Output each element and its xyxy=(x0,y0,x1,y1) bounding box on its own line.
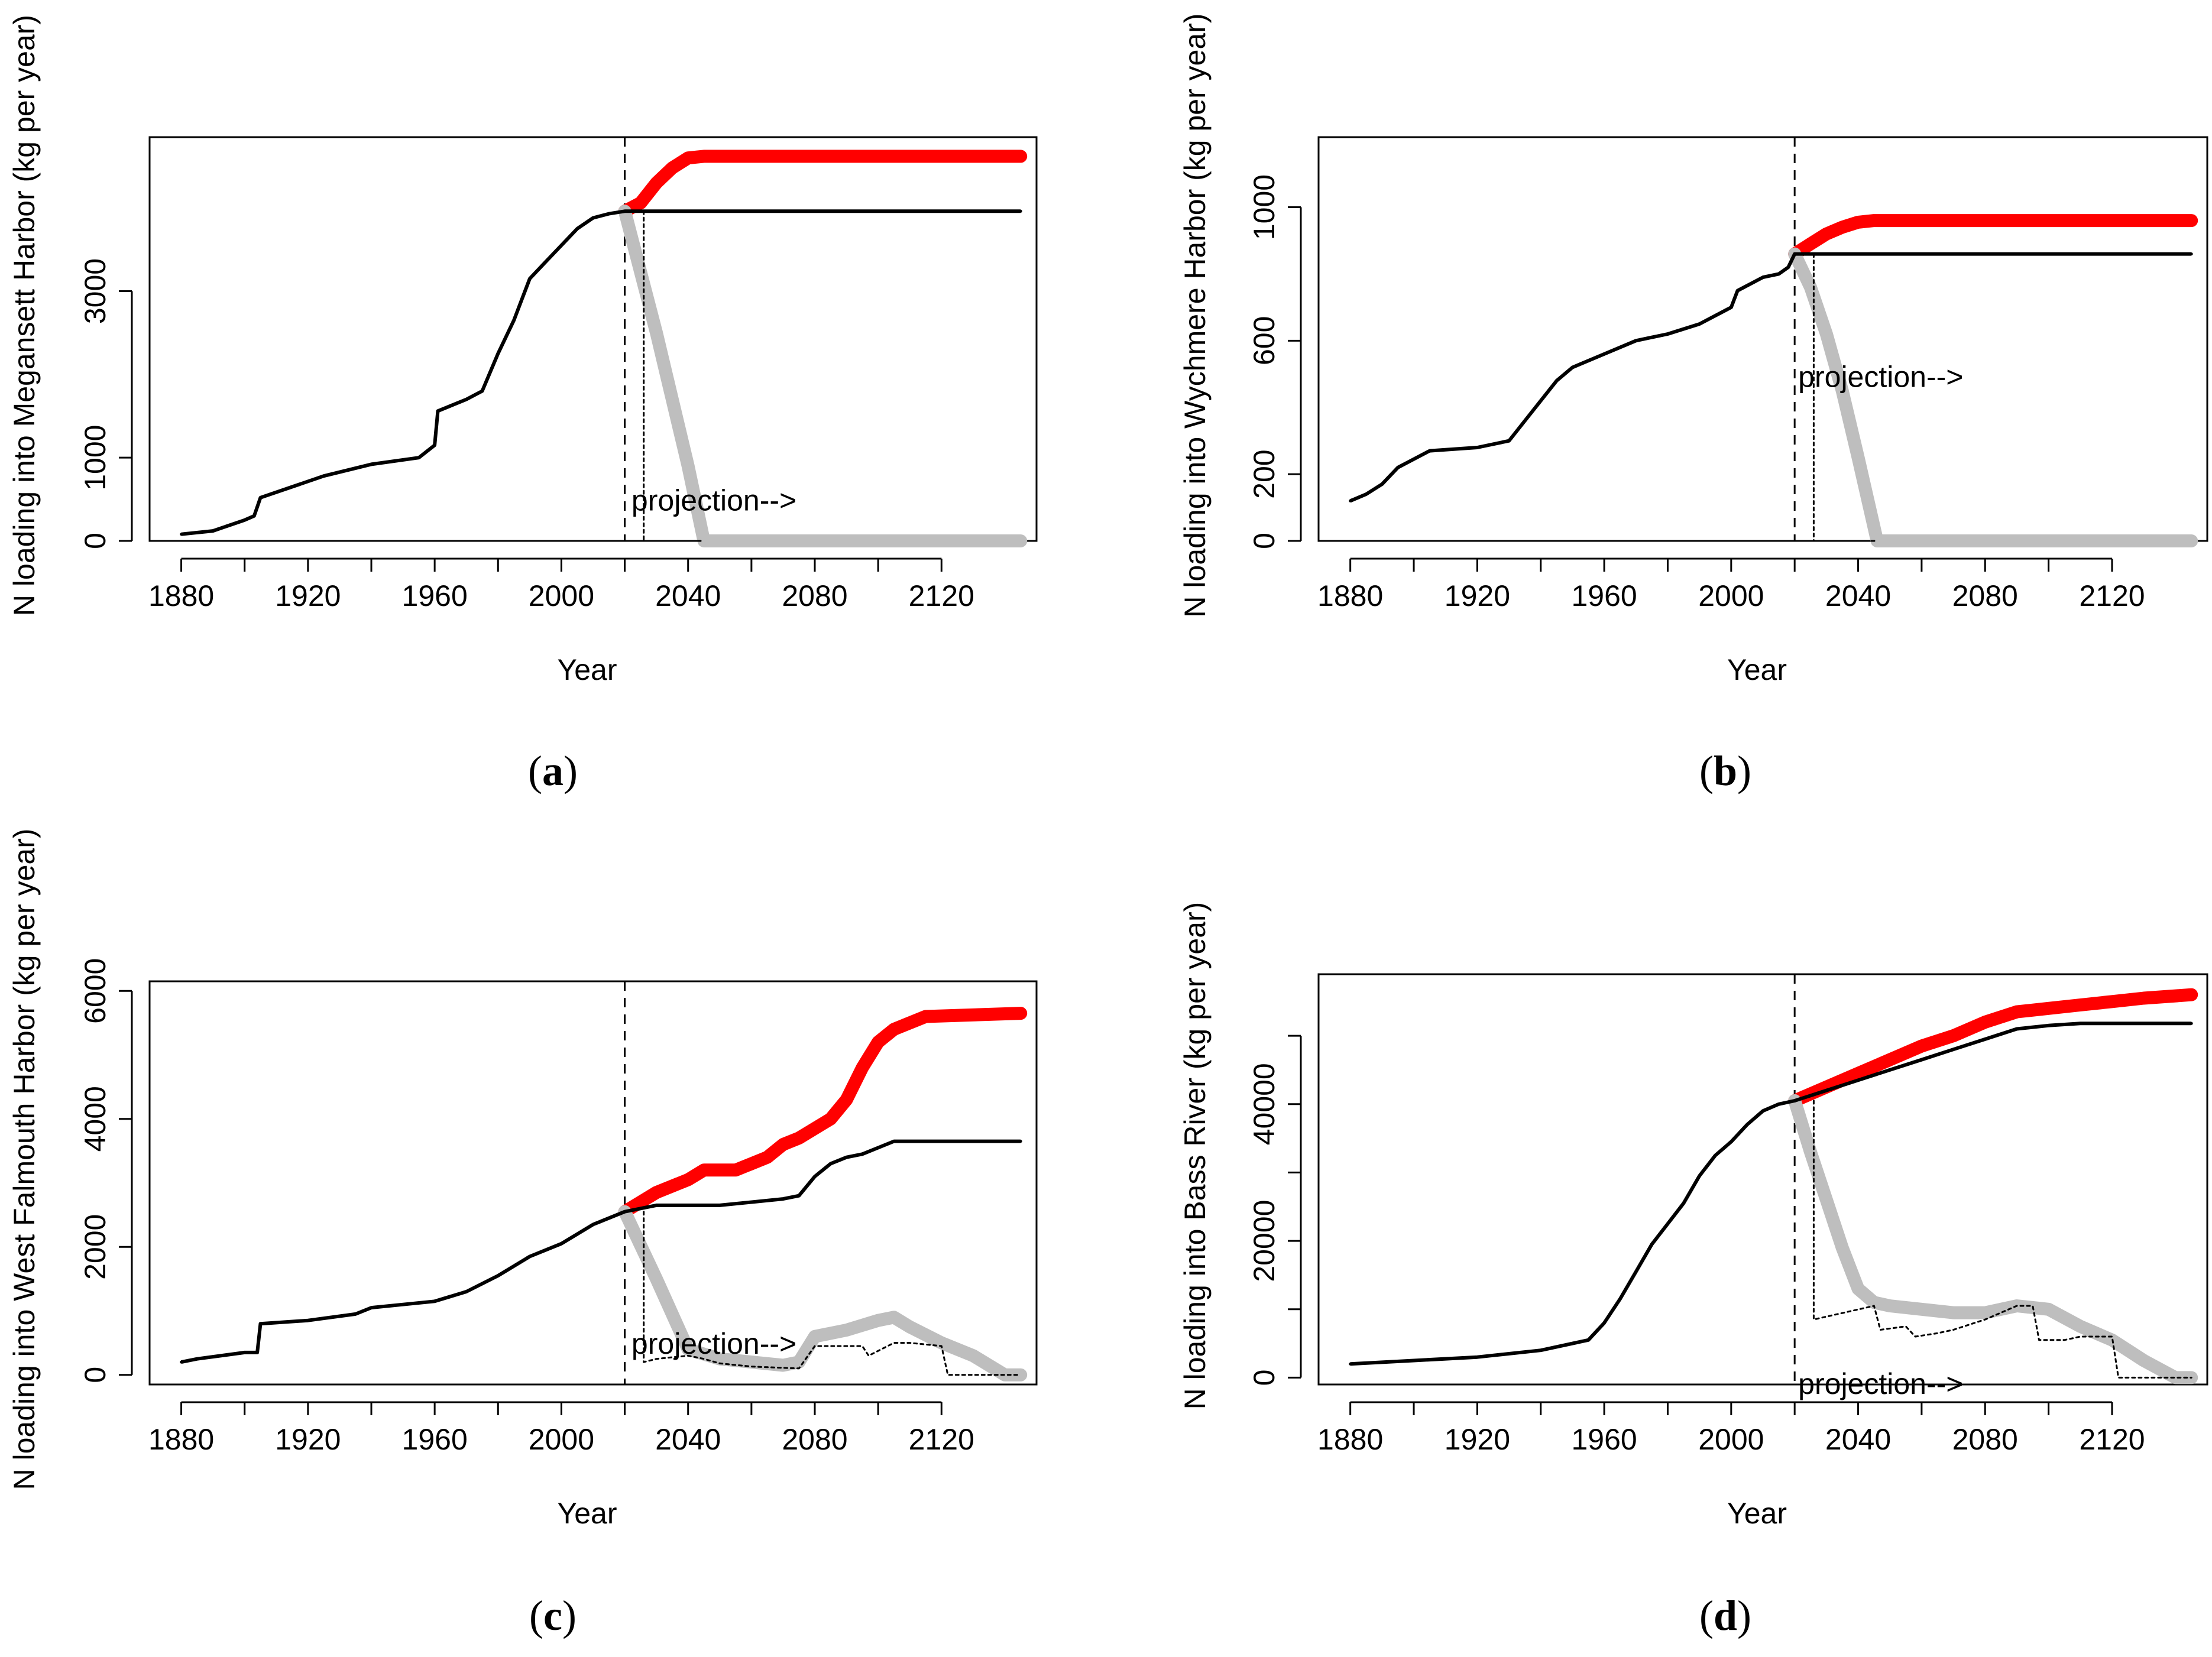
panel-label-open-paren: ( xyxy=(1699,1592,1714,1639)
y-tick-label: 40000 xyxy=(1248,1063,1281,1145)
panel-label-open-paren: ( xyxy=(528,747,542,795)
dotted-scenario-line xyxy=(1812,253,1879,542)
panel-label-close-paren: ) xyxy=(1737,1592,1751,1639)
x-tick-label: 2080 xyxy=(782,1423,847,1456)
upper-projection-band xyxy=(618,1007,1028,1218)
x-tick-label: 2000 xyxy=(529,1423,594,1456)
historical-line-overlay xyxy=(1349,252,2192,503)
x-tick-label: 2120 xyxy=(909,579,974,612)
panel-label-open-paren: ( xyxy=(1699,747,1714,795)
upper-projection-band xyxy=(1788,988,2198,1107)
y-axis-title: N loading into Bass River (kg per year) xyxy=(1178,902,1212,1410)
y-tick-label: 0 xyxy=(1248,1370,1281,1386)
x-tick-label: 2000 xyxy=(1698,1423,1764,1456)
panel-label-close-paren: ) xyxy=(563,747,578,795)
projection-annotation: projection--> xyxy=(1798,360,1963,393)
x-tick-label: 2040 xyxy=(1825,579,1891,612)
x-tick-label: 1920 xyxy=(1445,579,1510,612)
historical-line xyxy=(180,209,1022,536)
dotted-scenario-line xyxy=(643,210,705,542)
historical-line-overlay xyxy=(1350,1022,2192,1366)
panel-label-open-paren: ( xyxy=(529,1592,543,1639)
projection-annotation: projection--> xyxy=(1798,1367,1963,1400)
x-tick-label: 2080 xyxy=(1952,579,2018,612)
upper-projection-band xyxy=(618,150,1028,218)
y-tick-label: 20000 xyxy=(1248,1200,1281,1282)
x-tick-label: 2080 xyxy=(1952,1423,2018,1456)
y-tick-label: 2000 xyxy=(79,1214,112,1280)
x-axis-title: Year xyxy=(1727,1497,1787,1530)
x-tick-label: 1880 xyxy=(1317,579,1383,612)
panel-a: 1880 1920 1960 2000 2040 2080 2120 0 1000 3000 Yea… xyxy=(8,15,1038,795)
reduction-projection-band xyxy=(1788,1094,2198,1384)
x-tick-label: 2120 xyxy=(2079,1423,2145,1456)
x-tick-label: 1920 xyxy=(1445,1423,1510,1456)
x-axis-title: Year xyxy=(557,653,617,686)
y-tick-label: 3000 xyxy=(79,258,112,324)
x-tick-label: 2120 xyxy=(909,1423,974,1456)
y-tick-label: 200 xyxy=(1248,449,1281,498)
y-tick-label: 600 xyxy=(1248,316,1281,365)
y-tick-label: 0 xyxy=(79,1367,112,1383)
x-tick-label: 2080 xyxy=(782,579,847,612)
y-tick-label: 0 xyxy=(1248,533,1281,549)
y-tick-label: 1000 xyxy=(79,425,112,491)
x-tick-label: 1880 xyxy=(148,1423,214,1456)
plot-frame xyxy=(1317,973,2208,1386)
upper-projection-band xyxy=(1788,214,2198,261)
x-axis-title: Year xyxy=(557,1497,617,1530)
y-tick-label: 6000 xyxy=(79,958,112,1024)
panel-b: 1880 1920 1960 2000 2040 2080 2120 0 200 600 1000 Y… xyxy=(1178,13,2208,795)
historical-line xyxy=(180,1140,1022,1364)
x-tick-label: 2040 xyxy=(1825,1423,1891,1456)
y-axis-title: N loading into Wychmere Harbor (kg per y… xyxy=(1178,13,1212,617)
x-tick-label: 1920 xyxy=(275,1423,341,1456)
dotted-scenario-line xyxy=(1812,1100,2192,1379)
panel-c: 1880 1920 1960 2000 2040 2080 2120 0 2000 4000 600… xyxy=(8,829,1038,1639)
x-tick-label: 2040 xyxy=(655,1423,721,1456)
dotted-scenario-line xyxy=(643,1211,1022,1376)
x-tick-label: 1920 xyxy=(275,579,341,612)
plot-frame xyxy=(1317,136,2208,542)
reduction-projection-band xyxy=(618,1205,1028,1382)
y-axis-title: N loading into Megansett Harbor (kg per … xyxy=(8,15,41,616)
historical-line-overlay xyxy=(181,209,1021,536)
x-tick-label: 1960 xyxy=(402,579,468,612)
panel-label-letter: c xyxy=(543,1592,562,1639)
historical-line-overlay xyxy=(181,1139,1021,1364)
panel-label: (b) xyxy=(1699,747,1751,795)
panel-label: (d) xyxy=(1699,1592,1751,1639)
x-tick-label: 1880 xyxy=(1317,1423,1383,1456)
reduction-projection-band xyxy=(1788,247,2198,547)
y-tick-label: 0 xyxy=(79,533,112,549)
y-tick-label: 4000 xyxy=(79,1086,112,1152)
x-tick-label: 2040 xyxy=(655,579,721,612)
panel-label-letter: d xyxy=(1714,1592,1737,1639)
x-tick-label: 2120 xyxy=(2079,579,2145,612)
x-tick-label: 2000 xyxy=(1698,579,1764,612)
plot-frame xyxy=(148,136,1038,542)
x-tick-label: 2000 xyxy=(529,579,594,612)
x-tick-label: 1960 xyxy=(1571,579,1637,612)
panel-label-letter: a xyxy=(542,747,563,795)
y-axis-title: N loading into West Falmouth Harbor (kg … xyxy=(8,829,41,1490)
projection-annotation: projection--> xyxy=(631,1327,796,1360)
panel-label-letter: b xyxy=(1714,747,1737,795)
panel-label-close-paren: ) xyxy=(562,1592,577,1639)
y-tick-label: 1000 xyxy=(1248,174,1281,240)
plot-frame xyxy=(148,980,1038,1386)
panel-label: (a) xyxy=(528,747,578,795)
panel-label-close-paren: ) xyxy=(1737,747,1751,795)
projection-annotation: projection--> xyxy=(631,484,796,517)
panel-d: 1880 1920 1960 2000 2040 2080 2120 0 20000 40000 Y… xyxy=(1178,902,2208,1639)
x-axis-title: Year xyxy=(1727,653,1787,686)
x-tick-label: 1880 xyxy=(148,579,214,612)
historical-line xyxy=(1349,252,2193,502)
panel-label: (c) xyxy=(529,1592,577,1639)
x-tick-label: 1960 xyxy=(1571,1423,1637,1456)
x-tick-label: 1960 xyxy=(402,1423,468,1456)
